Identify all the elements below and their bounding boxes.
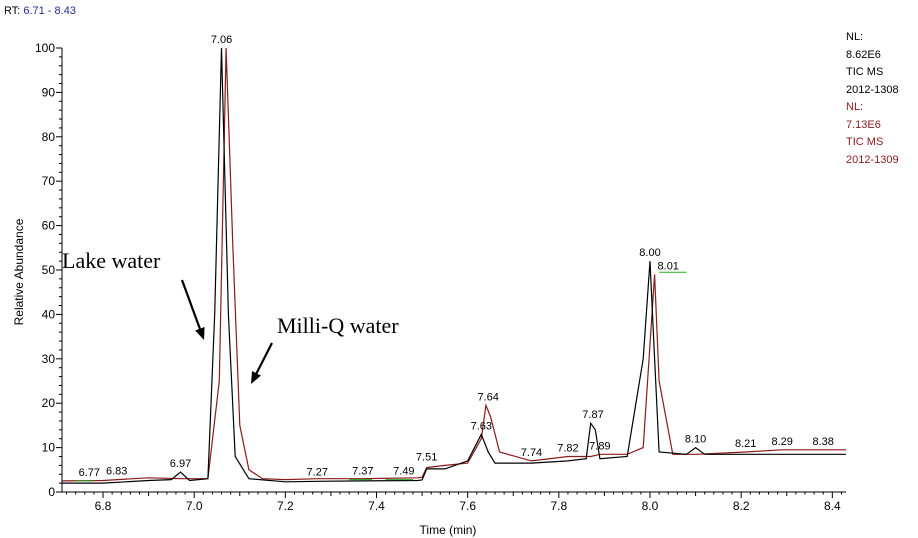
- y-tick-label: 30: [42, 352, 56, 366]
- x-tick-label: 7.4: [368, 499, 385, 513]
- peak-label: 6.83: [106, 466, 127, 478]
- rt-prefix: RT:: [4, 5, 24, 17]
- rt-range-value: 6.71 - 8.43: [23, 5, 76, 17]
- axes-layer: 0 10 20 30 40 50 60 70 80 90 100 6.8 7.0 7.2 7.4 7.6 7.8…: [35, 41, 846, 513]
- peak-label: 7.63: [471, 420, 492, 432]
- milliq-arrow-shaft: [255, 342, 273, 374]
- peak-label: 7.27: [307, 466, 328, 478]
- peak-label: 8.10: [685, 434, 706, 446]
- peak-label: 7.87: [582, 409, 603, 421]
- nl1-label: NL:: [846, 31, 864, 43]
- y-tick-label: 50: [42, 263, 56, 277]
- y-axis-label: Relative Abundance: [12, 218, 26, 325]
- series-line-2: [61, 47, 846, 482]
- y-tick-label: 100: [35, 41, 55, 55]
- y-tick-label: 40: [42, 307, 56, 321]
- baseline-marks-layer: [75, 271, 687, 482]
- peak-label: 8.21: [735, 438, 756, 450]
- peak-label: 7.64: [477, 391, 498, 403]
- nl2-scan: TIC MS: [846, 136, 884, 148]
- peak-labels-layer: 6.77 6.83 6.97 7.06 7.27 7.37 7.497.51 7.63 7.64…: [79, 34, 834, 479]
- milliq-water-annotation: Milli-Q water: [277, 313, 399, 338]
- nl1-scan: TIC MS: [846, 66, 884, 78]
- lake-water-annotation: Lake water: [62, 248, 161, 273]
- peak-label: 7.49: [393, 466, 414, 478]
- peak-label: 8.29: [771, 436, 792, 448]
- y-tick-label: 60: [42, 219, 56, 233]
- lake-arrow-head: [195, 327, 205, 340]
- nl2-label: NL:: [846, 101, 864, 113]
- nl2-file: 2012-1309: [846, 153, 899, 166]
- peak-label: 6.77: [79, 467, 100, 479]
- peak-label: 7.74: [521, 447, 542, 459]
- lake-arrow-shaft: [180, 279, 201, 330]
- y-tick-label: 80: [42, 130, 56, 144]
- x-tick-label: 7.2: [277, 499, 294, 513]
- x-tick-label: 8.0: [642, 499, 659, 513]
- y-tick-label: 20: [42, 396, 56, 410]
- x-axis-label: Time (min): [420, 523, 477, 537]
- x-tick-label: 8.2: [733, 499, 750, 513]
- x-tick-label: 7.8: [550, 499, 567, 513]
- y-tick-label: 10: [42, 441, 56, 455]
- peak-label: 7.82: [557, 442, 578, 454]
- peak-label: 7.89: [589, 440, 610, 452]
- peak-label: 8.01: [658, 260, 679, 272]
- series-line-1: [62, 47, 846, 484]
- x-tick-label: 6.8: [95, 499, 112, 513]
- series-layer: [61, 47, 846, 484]
- x-tick-label: 7.0: [186, 499, 203, 513]
- nl2-value: 7.13E6: [846, 118, 881, 131]
- peak-label: 7.06: [211, 34, 232, 46]
- peak-label: 6.97: [170, 458, 191, 470]
- x-tick-label: 8.4: [824, 499, 841, 513]
- nl-info-block: NL: 8.62E6 TIC MS 2012-1308 NL: 7.13E6 T…: [846, 29, 899, 169]
- nl1-file: 2012-1308: [846, 83, 899, 96]
- peak-label: 7.51: [416, 451, 437, 463]
- peak-label: 8.38: [812, 436, 833, 448]
- rt-range-label: RT: 6.71 - 8.43: [4, 5, 76, 17]
- peak-label: 8.00: [639, 247, 660, 259]
- y-tick-label: 90: [42, 85, 56, 99]
- milliq-arrow-head: [251, 371, 261, 384]
- nl1-value: 8.62E6: [846, 48, 881, 61]
- y-tick-label: 0: [48, 485, 55, 499]
- y-tick-label: 70: [42, 174, 56, 188]
- annotation-arrows: [180, 279, 273, 384]
- x-tick-label: 7.6: [459, 499, 476, 513]
- peak-label: 7.37: [352, 466, 373, 478]
